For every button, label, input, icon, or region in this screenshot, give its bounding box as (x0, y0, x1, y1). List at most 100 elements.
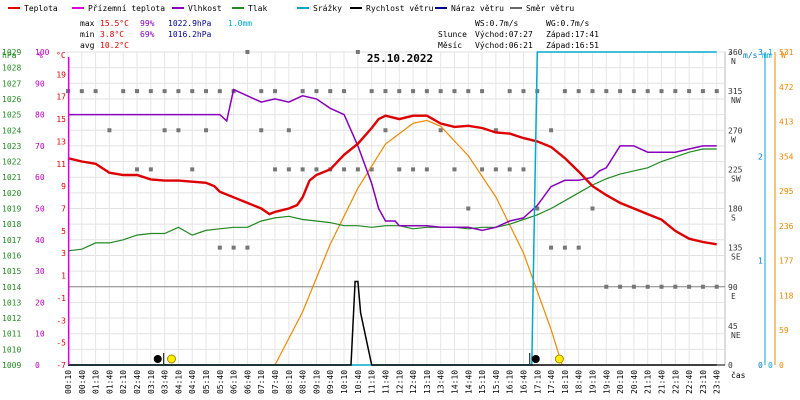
dir-point (673, 284, 678, 289)
axis-tick-wm2: 59 (779, 326, 789, 335)
axis-tick-time: 17:40 (547, 370, 556, 394)
axis-tick-time: 17:10 (533, 370, 542, 394)
axis-tick-time: 18:10 (561, 370, 570, 394)
dir-point (452, 89, 457, 94)
axis-tick-hpa: 1010 (2, 345, 21, 354)
axis-tick-pct: 20 (35, 298, 45, 307)
axis-unit-mm: mm (762, 51, 772, 60)
dir-point (204, 89, 209, 94)
series-humidity (68, 88, 717, 232)
axis-tick-degc: -1 (56, 294, 66, 303)
axis-tick-dir: SE (731, 253, 741, 262)
axis-tick-mm: 1 (768, 48, 773, 57)
axis-tick-dir: N (731, 57, 736, 66)
axis-tick-degc: 17 (56, 93, 66, 102)
axis-tick-wm2: 295 (779, 187, 794, 196)
dir-point (687, 89, 692, 94)
axis-tick-deg: 270 (728, 126, 743, 135)
axis-tick-time: 10:40 (354, 370, 363, 394)
axis-tick-wm2: 177 (779, 257, 794, 266)
dir-point (645, 89, 650, 94)
dir-point (300, 89, 305, 94)
markers (153, 353, 564, 364)
axis-tick-pct: 40 (35, 236, 45, 245)
dir-point (259, 89, 264, 94)
axis-tick-time: 14:10 (450, 370, 459, 394)
axis-tick-degc: 5 (61, 227, 66, 236)
stats-temp: 3.8°C (100, 30, 124, 39)
axis-tick-hpa: 1025 (2, 111, 21, 120)
dir-point (631, 89, 636, 94)
dir-point (204, 128, 209, 133)
dir-point (466, 206, 471, 211)
axis-tick-time: 14:40 (464, 370, 473, 394)
dir-point (190, 89, 195, 94)
axis-tick-time: 02:40 (133, 370, 142, 394)
axis-tick-dir: W (731, 135, 736, 144)
axis-tick-hpa: 1014 (2, 283, 21, 292)
stats-moon-label: Měsíc (438, 41, 462, 50)
axis-tick-degc: -7 (56, 361, 66, 370)
dir-point (355, 167, 360, 172)
axis-tick-time: 18:40 (575, 370, 584, 394)
axis-tick-time: 12:10 (395, 370, 404, 394)
dir-point (314, 89, 319, 94)
series-temperature (67, 114, 717, 246)
axis-tick-dir: SW (731, 174, 741, 183)
dir-point (673, 89, 678, 94)
axis-tick-time: 11:10 (368, 370, 377, 394)
stats-precip: 1.0mm (228, 19, 252, 28)
dir-point (549, 245, 554, 250)
axis-tick-time: 15:40 (492, 370, 501, 394)
axis-tick-pct: 50 (35, 205, 45, 214)
dir-point (411, 167, 416, 172)
axis-tick-hpa: 1027 (2, 79, 21, 88)
grid (67, 51, 726, 366)
axis-tick-time: 04:10 (174, 370, 183, 394)
legend-label-temp: Teplota (24, 4, 58, 13)
dir-point (480, 89, 485, 94)
dir-point (424, 167, 429, 172)
dir-point (700, 89, 705, 94)
stats-sunrise: Východ:07:27 (475, 30, 533, 39)
legend-label-press: Tlak (248, 4, 267, 13)
axis-tick-deg: 225 (728, 165, 743, 174)
axis-tick-time: 13:10 (423, 370, 432, 394)
axis-tick-pct: 100 (35, 48, 50, 57)
axis-tick-wm2: 354 (779, 152, 794, 161)
axis-tick-hpa: 1023 (2, 142, 21, 151)
series-pressure (67, 148, 717, 252)
axis-tick-hpa: 1026 (2, 95, 21, 104)
dir-point (714, 89, 719, 94)
axis-tick-hpa: 1024 (2, 126, 21, 135)
dir-point (135, 167, 140, 172)
axis-tick-time: 22:10 (671, 370, 680, 394)
dir-point (480, 167, 485, 172)
axis-tick-hpa: 1028 (2, 64, 21, 73)
dir-point (273, 89, 278, 94)
dir-point (342, 89, 347, 94)
dir-point (659, 89, 664, 94)
axis-tick-deg: 180 (728, 205, 743, 214)
dir-point (714, 284, 719, 289)
dir-point (148, 89, 153, 94)
dir-point (259, 128, 264, 133)
dir-point (424, 89, 429, 94)
dir-point (466, 89, 471, 94)
axis-tick-hpa: 1021 (2, 173, 21, 182)
axis-tick-time: 19:40 (602, 370, 611, 394)
axis-tick-ms: 1 (758, 257, 763, 266)
dir-point (135, 89, 140, 94)
axis-tick-time: 06:40 (243, 370, 252, 394)
axis-tick-hpa: 1022 (2, 158, 21, 167)
axis-tick-deg: 0 (728, 361, 733, 370)
legend-label-gust: Náraz větru (451, 4, 504, 13)
legend: Teplota Přízemní teplota Vlhkost Tlak Srážky… (8, 4, 574, 13)
axis-tick-mm: 0 (768, 361, 773, 370)
axis-tick-degc: -3 (56, 316, 66, 325)
axis-tick-time: 05:10 (202, 370, 211, 394)
axis-tick-pct: 80 (35, 111, 45, 120)
axis-tick-deg: 315 (728, 87, 743, 96)
stats-wg: WG:0.7m/s (546, 19, 590, 28)
dir-point (397, 167, 402, 172)
